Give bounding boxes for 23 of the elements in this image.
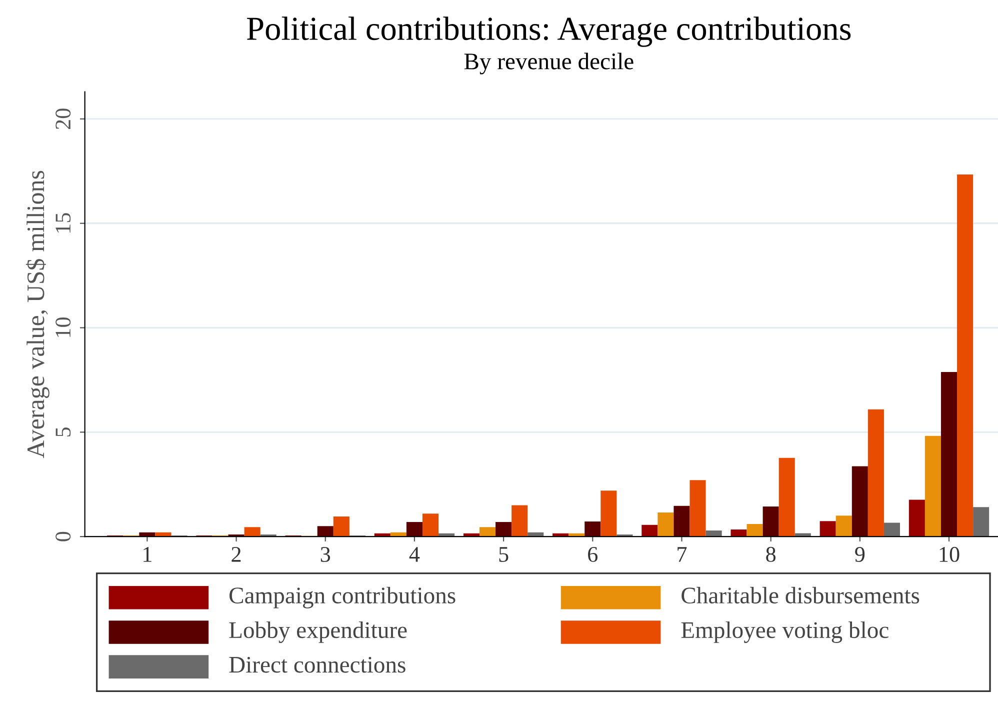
y-tick-label: 0 [56, 532, 71, 542]
y-tick-label: 5 [56, 427, 71, 436]
y-tick-label: 15 [56, 213, 71, 232]
y-axis-title: Average value, US$ millions [26, 170, 50, 458]
x-tick-label: 6 [588, 546, 598, 562]
x-tick-label: 2 [232, 546, 241, 562]
legend-label: Lobby expenditure [229, 621, 407, 643]
x-tick-label: 1 [144, 547, 152, 562]
chart-subtitle: By revenue decile [464, 52, 634, 74]
y-tick-label: 10 [56, 317, 71, 337]
y-tick-label: 20 [56, 108, 71, 130]
legend-label: Employee voting bloc [681, 621, 888, 643]
x-tick-label: 10 [940, 546, 960, 562]
legend-label: Direct connections [229, 656, 406, 673]
x-tick-label: 9 [855, 546, 865, 562]
legend-label: Campaign contributions [230, 586, 456, 608]
x-tick-label: 8 [766, 546, 776, 562]
x-tick-label: 5 [499, 547, 508, 562]
x-tick-label: 4 [409, 547, 420, 562]
chart-title: Political contributions: Average contributions [246, 16, 851, 47]
x-tick-label: 7 [678, 547, 687, 562]
legend-label: Charitable disbursements [682, 586, 920, 604]
x-tick-label: 3 [320, 546, 330, 562]
